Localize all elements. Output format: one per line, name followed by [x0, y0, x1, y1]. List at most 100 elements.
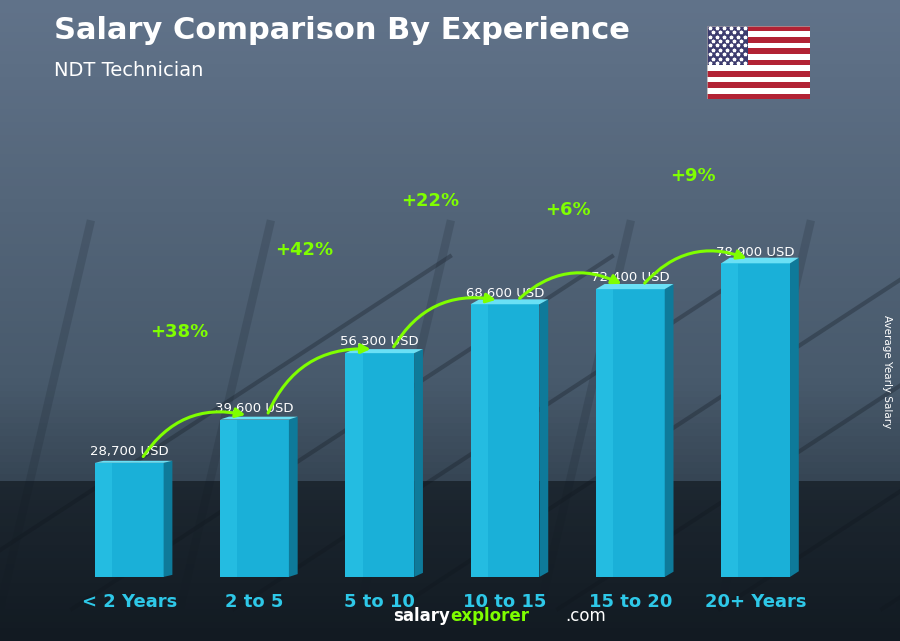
Bar [0, 173, 900, 179]
Bar [0, 154, 900, 160]
Bar [0, 38, 900, 45]
Bar [0, 436, 900, 442]
Bar [0, 45, 900, 51]
Bar [0, 346, 900, 353]
Bar [0, 90, 900, 96]
Bar [706, 54, 810, 60]
Polygon shape [220, 419, 238, 577]
Bar [0, 622, 900, 628]
Bar [0, 122, 900, 128]
Bar [0, 500, 900, 506]
Text: 78,900 USD: 78,900 USD [716, 246, 795, 258]
Bar [0, 385, 900, 391]
Bar [0, 135, 900, 141]
Bar [0, 128, 900, 135]
Bar [0, 327, 900, 333]
Bar [0, 615, 900, 622]
Bar [0, 545, 900, 551]
Bar [0, 192, 900, 199]
Bar [706, 71, 810, 77]
Bar [0, 179, 900, 186]
Bar [0, 205, 900, 212]
Bar [0, 577, 900, 583]
Bar [0, 160, 900, 167]
Bar [0, 519, 900, 526]
Bar [0, 603, 900, 609]
Bar [0, 397, 900, 404]
Polygon shape [164, 461, 173, 577]
Bar [0, 32, 900, 38]
Bar [706, 26, 810, 31]
Bar [0, 115, 900, 122]
Bar [0, 570, 900, 577]
Text: .com: .com [565, 607, 606, 625]
Polygon shape [220, 417, 298, 419]
Text: Average Yearly Salary: Average Yearly Salary [881, 315, 892, 428]
Bar [0, 288, 900, 295]
Polygon shape [721, 263, 738, 577]
Text: 56,300 USD: 56,300 USD [340, 335, 419, 349]
Bar [0, 320, 900, 327]
Bar [706, 26, 748, 65]
Bar [0, 494, 900, 500]
Bar [0, 564, 900, 570]
Polygon shape [539, 299, 548, 577]
Bar [0, 378, 900, 385]
Text: +38%: +38% [150, 323, 209, 341]
Polygon shape [346, 353, 363, 577]
Bar [0, 6, 900, 13]
Bar [0, 365, 900, 372]
FancyArrowPatch shape [268, 345, 367, 413]
Bar [0, 526, 900, 532]
Polygon shape [471, 304, 488, 577]
Bar [0, 340, 900, 346]
Polygon shape [665, 284, 673, 577]
Bar [0, 276, 900, 282]
Text: NDT Technician: NDT Technician [54, 61, 203, 80]
Bar [0, 269, 900, 276]
Bar [0, 635, 900, 641]
Bar [0, 218, 900, 224]
Bar [0, 455, 900, 462]
Bar [706, 60, 810, 65]
Bar [0, 77, 900, 83]
Bar [0, 462, 900, 468]
Bar [706, 94, 810, 99]
Text: +6%: +6% [544, 201, 590, 219]
Bar [0, 372, 900, 378]
Bar [706, 82, 810, 88]
Bar [0, 481, 900, 641]
Polygon shape [346, 349, 423, 353]
Polygon shape [94, 463, 112, 577]
Bar [0, 282, 900, 288]
Text: explorer: explorer [450, 607, 529, 625]
Polygon shape [721, 258, 799, 263]
Bar [0, 596, 900, 603]
Text: 68,600 USD: 68,600 USD [466, 287, 544, 299]
Bar [706, 77, 810, 82]
Bar [0, 64, 900, 71]
Bar [0, 13, 900, 19]
Bar [706, 48, 810, 54]
Text: +22%: +22% [400, 192, 459, 210]
Bar [0, 609, 900, 615]
Bar [0, 212, 900, 218]
Text: 72,400 USD: 72,400 USD [591, 271, 670, 285]
Bar [0, 583, 900, 590]
Bar [0, 590, 900, 596]
Bar [0, 538, 900, 545]
FancyArrowPatch shape [393, 294, 492, 347]
Polygon shape [471, 299, 548, 304]
Polygon shape [790, 258, 799, 577]
Bar [0, 353, 900, 359]
Text: +42%: +42% [275, 241, 334, 259]
Polygon shape [596, 289, 665, 577]
Bar [706, 65, 810, 71]
Polygon shape [596, 289, 613, 577]
Bar [0, 359, 900, 365]
Polygon shape [721, 263, 790, 577]
Polygon shape [471, 304, 539, 577]
Bar [0, 487, 900, 494]
Bar [0, 71, 900, 77]
Bar [0, 250, 900, 256]
